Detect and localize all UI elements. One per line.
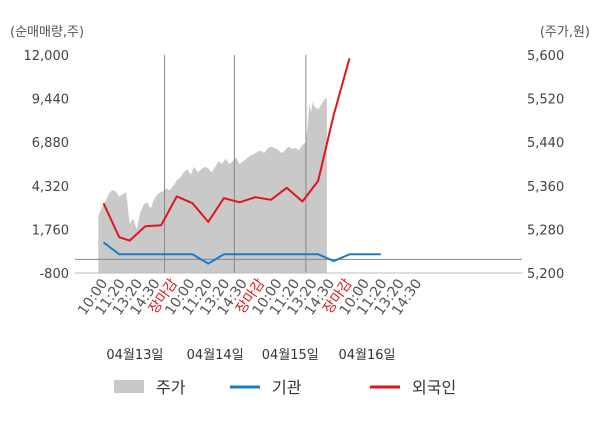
- grid-group: [75, 55, 522, 274]
- right-tick-label: 5,280: [527, 223, 564, 238]
- date-label: 04월14일: [187, 348, 244, 363]
- price-area: [98, 98, 327, 273]
- right-tick-label: 5,440: [527, 136, 564, 151]
- left-tick-label: 9,440: [32, 93, 69, 108]
- right-tick-label: 5,360: [527, 180, 564, 195]
- legend-label: 기관: [272, 378, 302, 397]
- legend-label: 외국인: [412, 378, 456, 397]
- left-axis-unit: (순매매량,주): [10, 25, 84, 40]
- legend-label: 주가: [156, 378, 186, 397]
- legend-swatch-area: [114, 380, 144, 393]
- series-lines-group: [102, 58, 381, 265]
- right-tick-label: 5,200: [527, 267, 564, 282]
- legend: 주가 기관 외국인: [114, 378, 456, 397]
- date-label: 04월13일: [106, 348, 163, 363]
- right-axis-ticks: 5,600 5,520 5,440 5,360 5,280 5,200: [527, 49, 564, 282]
- right-tick-label: 5,520: [527, 93, 564, 108]
- left-tick-label: 12,000: [24, 49, 70, 64]
- right-axis-unit: (주가,원): [540, 25, 590, 40]
- left-tick-label: 1,760: [32, 223, 69, 238]
- date-labels: 04월13일 04월14일 04월15일 04월16일: [106, 348, 395, 363]
- series-line-institution: [102, 241, 381, 265]
- left-axis-ticks: 12,000 9,440 6,880 4,320 1,760 -800: [24, 49, 70, 282]
- left-tick-label: -800: [39, 267, 69, 282]
- right-tick-label: 5,600: [527, 49, 564, 64]
- date-label: 04월15일: [262, 348, 319, 363]
- price-area-group: [98, 98, 327, 273]
- x-axis-ticks: 10:0011:2013:2014:30장마감10:0011:2013:2014…: [75, 276, 425, 318]
- left-tick-label: 4,320: [32, 180, 69, 195]
- left-tick-label: 6,880: [32, 136, 69, 151]
- date-label: 04월16일: [338, 348, 395, 363]
- series-line-foreign: [102, 58, 351, 242]
